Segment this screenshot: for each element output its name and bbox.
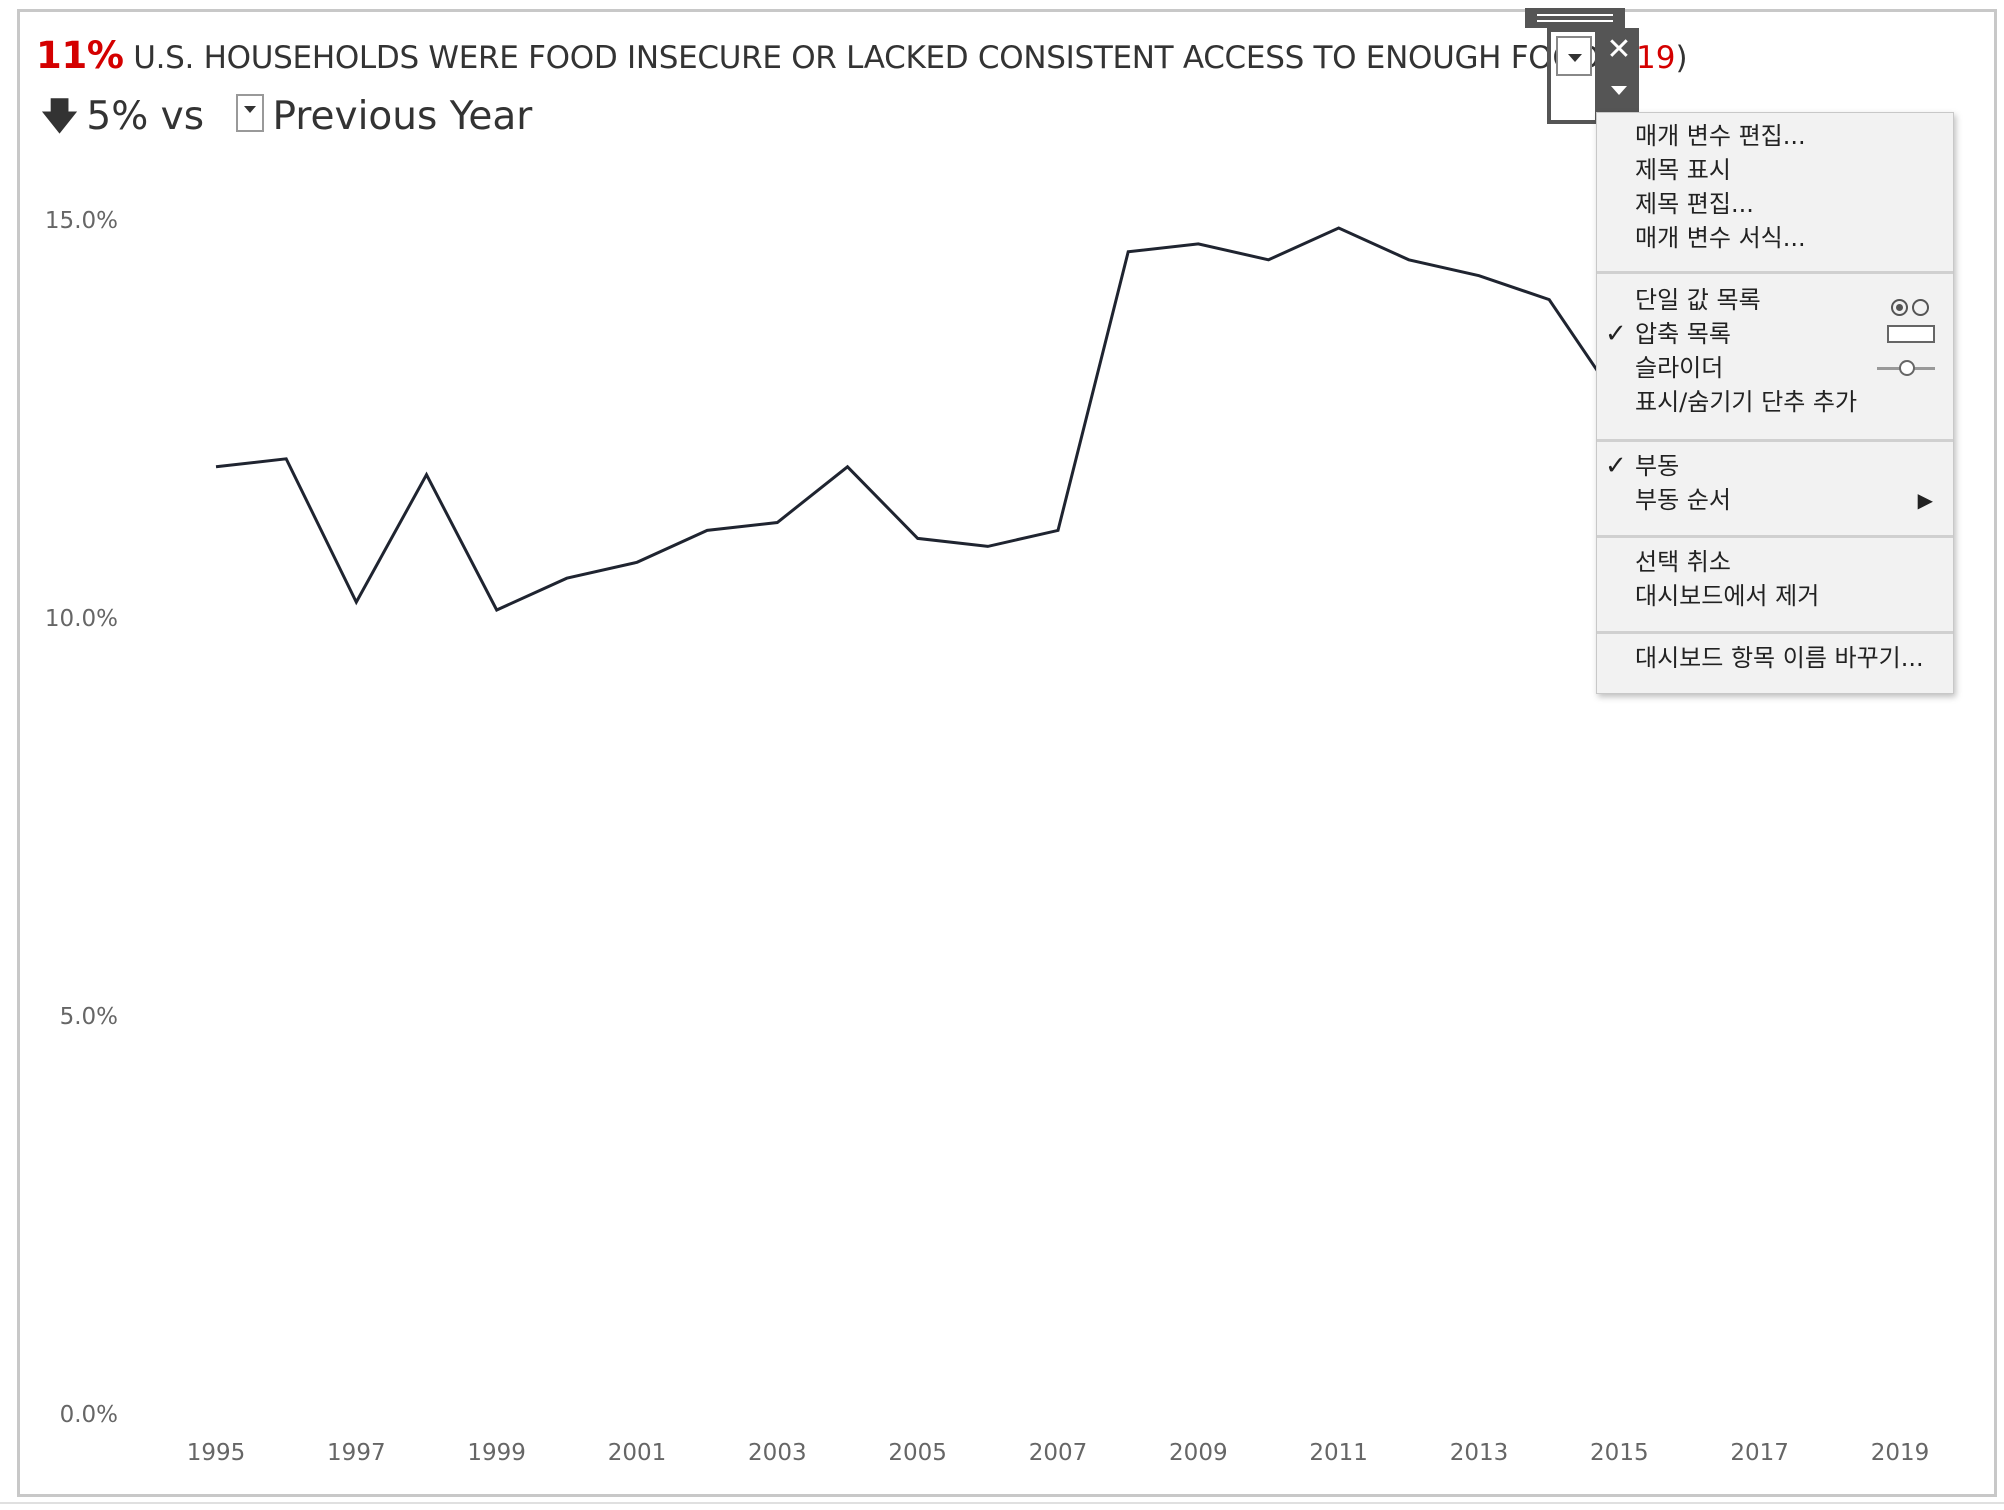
chevron-down-icon [244, 105, 257, 113]
change-value: 5% vs [86, 94, 205, 139]
menu-item-label: 슬라이더 [1635, 354, 1724, 382]
radio-icon [1891, 291, 1935, 316]
menu-item-label: 부동 [1635, 452, 1680, 480]
checkmark-icon: ✓ [1605, 451, 1627, 481]
x-tick-label: 2015 [1590, 1440, 1649, 1466]
y-tick-label: 5.0% [60, 1004, 118, 1030]
menu-item-floating-order[interactable]: 부동 순서 ▶ [1597, 483, 1953, 517]
menu-item-label: 부동 순서 [1635, 486, 1731, 514]
x-tick-label: 1995 [187, 1440, 246, 1466]
menu-item-label: 대시보드에서 제거 [1635, 582, 1820, 610]
menu-item-add-show-hide-button[interactable]: 표시/숨기기 단추 추가 [1597, 385, 1953, 419]
menu-item-label: 단일 값 목록 [1635, 286, 1761, 314]
menu-separator [1597, 631, 1953, 634]
menu-item-label: 제목 편집... [1635, 190, 1754, 218]
context-menu: 매개 변수 편집... 제목 표시 제목 편집... 매개 변수 서식... 단… [1596, 112, 1954, 694]
year-parameter-dropdown[interactable] [1556, 36, 1592, 76]
menu-separator [1597, 271, 1953, 274]
series-line [215, 226, 1621, 612]
down-arrow-icon: 🡇 [40, 94, 80, 138]
change-subtitle: 🡇 5% vs Previous Year [40, 88, 532, 140]
menu-item-label: 매개 변수 편집... [1635, 122, 1806, 150]
menu-item-label: 대시보드 항목 이름 바꾸기... [1635, 644, 1924, 672]
menu-item-label: 제목 표시 [1635, 156, 1731, 184]
menu-item-slider[interactable]: 슬라이더 [1597, 351, 1953, 385]
submenu-arrow-icon: ▶ [1917, 488, 1933, 512]
y-tick-label: 0.0% [60, 1402, 118, 1428]
move-handle[interactable] [1525, 8, 1625, 28]
chevron-down-icon [1568, 54, 1582, 62]
menu-item-deselect[interactable]: 선택 취소 [1597, 545, 1953, 579]
y-tick-label: 15.0% [45, 208, 118, 234]
compare-dropdown[interactable] [236, 93, 265, 132]
close-icon[interactable]: ✕ [1606, 32, 1632, 67]
x-tick-label: 1999 [467, 1440, 526, 1466]
title-text: U.S. HOUSEHOLDS WERE FOOD INSECURE OR LA… [123, 40, 1612, 76]
menu-item-label: 매개 변수 서식... [1635, 224, 1806, 252]
menu-separator [1597, 535, 1953, 538]
menu-item-show-title[interactable]: 제목 표시 [1597, 153, 1953, 187]
menu-item-format-parameter[interactable]: 매개 변수 서식... [1597, 221, 1953, 255]
menu-item-label: 압축 목록 [1635, 320, 1731, 348]
headline-percent: 11% [36, 34, 124, 77]
slider-icon [1877, 359, 1935, 377]
x-tick-label: 2009 [1169, 1440, 1228, 1466]
compare-label: Previous Year [272, 94, 533, 139]
x-tick-label: 1997 [327, 1440, 386, 1466]
x-tick-label: 2011 [1309, 1440, 1368, 1466]
y-axis: 15.0% 10.0% 5.0% 0.0% [45, 208, 118, 1428]
menu-separator [1597, 439, 1953, 442]
menu-item-remove-from-dashboard[interactable]: 대시보드에서 제거 [1597, 579, 1953, 613]
compact-list-icon [1887, 325, 1935, 343]
menu-item-edit-title[interactable]: 제목 편집... [1597, 187, 1953, 221]
dashboard-title: 11% U.S. HOUSEHOLDS WERE FOOD INSECURE O… [36, 34, 1612, 86]
title-year-tail: 19) [1636, 40, 1688, 76]
title-close-paren: ) [1675, 40, 1688, 76]
grip-line-icon [1537, 14, 1613, 16]
x-tick-label: 2019 [1871, 1440, 1930, 1466]
title-year-value: 19 [1636, 40, 1676, 76]
x-axis: 1995 1997 1999 2001 2003 2005 2007 2009 2011 2013… [187, 1440, 1930, 1466]
menu-item-single-value-list[interactable]: 단일 값 목록 [1597, 283, 1953, 317]
x-tick-label: 2013 [1450, 1440, 1509, 1466]
menu-item-label: 선택 취소 [1635, 548, 1731, 576]
x-tick-label: 2007 [1029, 1440, 1088, 1466]
object-toolbar: ✕ [1599, 28, 1639, 112]
selected-object-outline [1547, 28, 1599, 124]
outer-border-line [0, 1502, 2004, 1504]
more-options-icon[interactable] [1611, 86, 1627, 95]
y-tick-label: 10.0% [45, 606, 118, 632]
x-tick-label: 2005 [888, 1440, 947, 1466]
x-tick-label: 2003 [748, 1440, 807, 1466]
menu-item-edit-parameter[interactable]: 매개 변수 편집... [1597, 119, 1953, 153]
menu-item-compact-list[interactable]: ✓ 압축 목록 [1597, 317, 1953, 351]
grip-line-icon [1537, 20, 1613, 22]
menu-item-label: 표시/숨기기 단추 추가 [1635, 388, 1858, 416]
x-tick-label: 2001 [608, 1440, 667, 1466]
checkmark-icon: ✓ [1605, 319, 1627, 349]
series-food-insecurity [215, 226, 1621, 612]
x-tick-label: 2017 [1730, 1440, 1789, 1466]
menu-item-rename-dashboard-item[interactable]: 대시보드 항목 이름 바꾸기... [1597, 641, 1953, 675]
menu-item-floating[interactable]: ✓ 부동 [1597, 449, 1953, 483]
